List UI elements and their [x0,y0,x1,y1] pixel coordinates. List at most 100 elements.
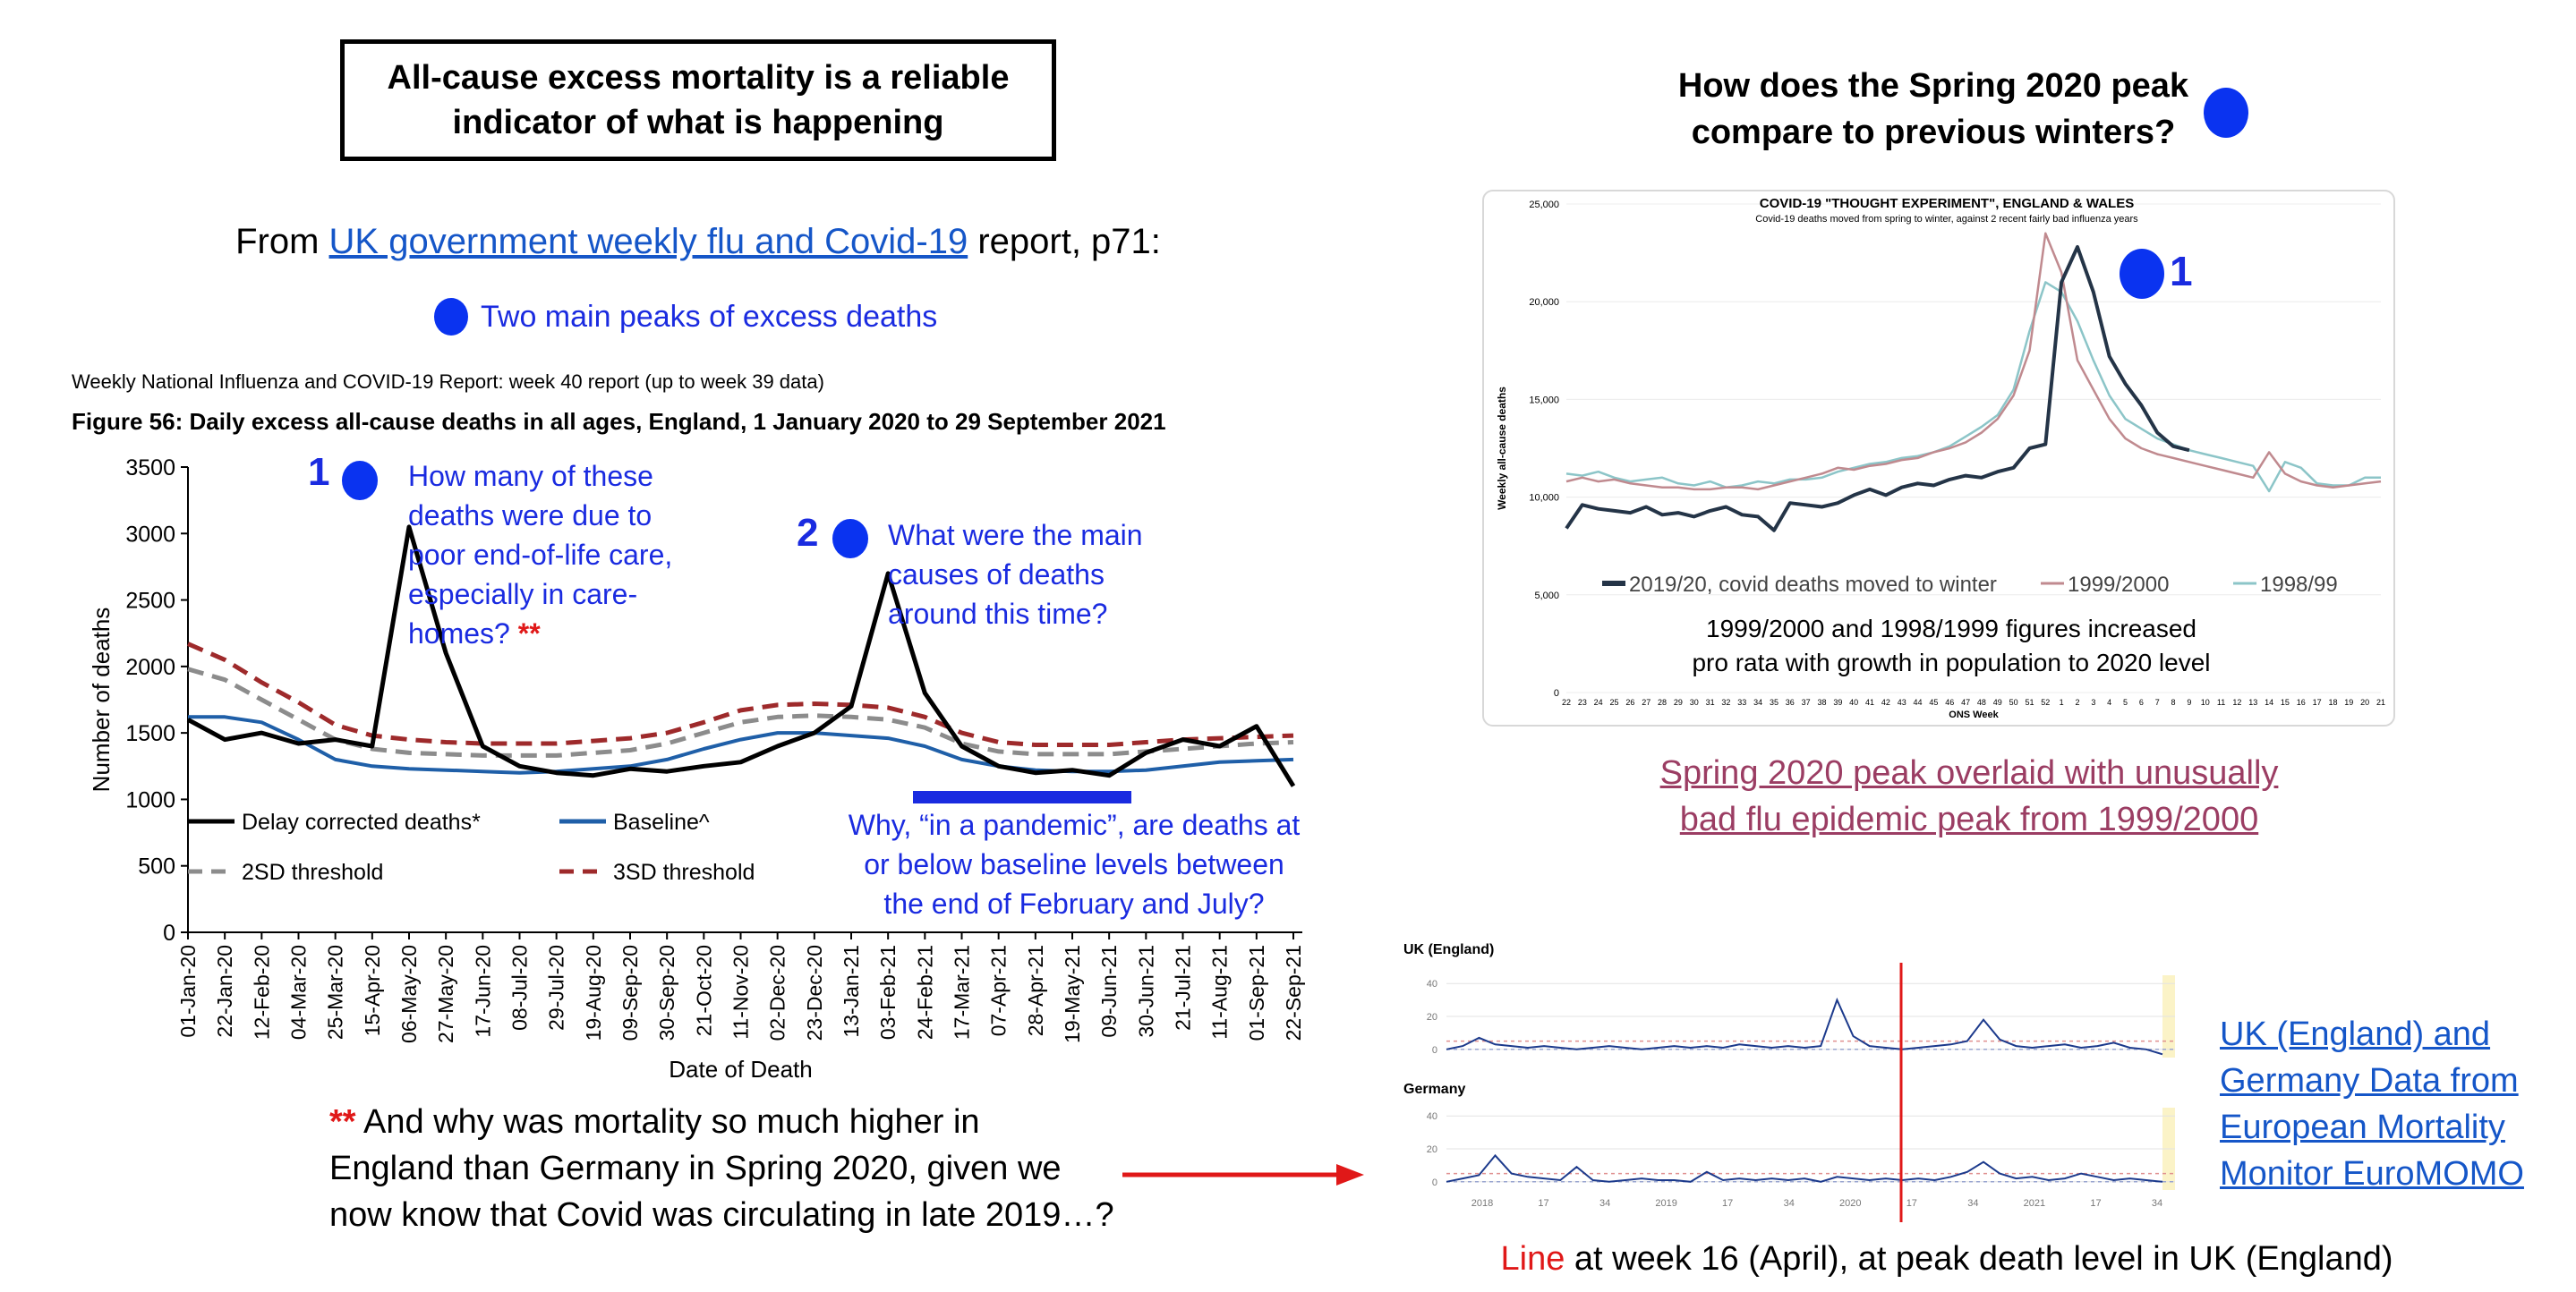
x-tick-label: 07-Apr-21 [987,945,1011,1036]
series-line-2 [187,667,1294,758]
annotation-2-line: causes of deaths [888,558,1105,591]
x-tick-label: 45 [1929,698,1938,707]
x-tick-label: 41 [1865,698,1874,707]
x-tick-label: 17 [2090,1198,2101,1209]
excess-deaths-chart: 0 500 1000 1500 2000 2500 3000 3500 01-Jan-20 22-… [88,455,1305,1083]
x-tick-label: 15 [2281,698,2290,707]
euromomo-link-line: Germany Data from [2220,1062,2519,1100]
x-tick-label: 09-Jun-21 [1097,945,1121,1038]
blue-dot-icon [342,461,378,500]
peaks-note: Two main peaks of excess deaths [434,298,937,336]
y-axis-label: Weekly all-cause deaths [1496,387,1508,510]
euromomo-link-line: European Mortality [2220,1109,2505,1146]
spring-caption-line: bad flu epidemic peak from 1999/2000 [1679,801,2259,838]
x-tick-label: 9 [2187,698,2191,707]
x-tick-label: 3 [2091,698,2095,707]
x-tick-label: 12 [2232,698,2241,707]
y-tick-label: 40 [1427,1111,1437,1122]
legend-label: Delay corrected deaths* [242,810,481,835]
euromomo-link[interactable]: UK (England) and Germany Data from Europ… [2220,1011,2560,1197]
x-tick-label: 11-Nov-20 [729,945,753,1040]
legend-label: 3SD threshold [613,860,755,885]
main-title-line2: indicator of what is happening [452,104,944,141]
x-tick-label: 24 [1594,698,1603,707]
blue-dot-icon [2120,249,2164,299]
x-axis-label: Date of Death [669,1056,812,1083]
below-baseline-bar [913,791,1131,803]
x-tick-label: 2021 [2024,1198,2045,1209]
y-tick-label: 500 [138,854,175,880]
y-tick-label: 1500 [125,721,175,746]
report-header: Weekly National Influenza and COVID-19 R… [72,370,824,393]
bottom-note-line: England than Germany in Spring 2020, giv… [329,1150,1062,1187]
y-tick-label: 5,000 [1534,591,1559,601]
x-tick-label: 39 [1833,698,1842,707]
source-report-link[interactable]: UK government weekly flu and Covid-19 [328,222,968,261]
y-tick-label: 0 [1432,1177,1437,1188]
x-tick-label: 27 [1642,698,1651,707]
annotation-2-number: 2 [797,511,819,555]
y-tick-label: 20,000 [1529,297,1559,308]
x-tick-label: 17-Jun-20 [471,945,494,1038]
x-tick-label: 24-Feb-21 [913,945,936,1040]
x-tick-label: 17 [1538,1198,1548,1209]
x-tick-label: 34 [1967,1198,1978,1209]
legend-label: 1998/99 [2260,573,2338,597]
source-line: From UK government weekly flu and Covid-… [0,222,1396,262]
annotation-3-line: or below baseline levels between [864,848,1284,880]
peaks-note-text: Two main peaks of excess deaths [481,299,938,334]
series-line-0 [186,524,1296,787]
x-tick-label: 2 [2075,698,2079,707]
x-tick-label: 34 [2152,1198,2162,1209]
x-tick-label: 40 [1849,698,1858,707]
legend-label: 1999/2000 [2068,573,2169,597]
x-tick-label: 19 [2344,698,2353,707]
x-tick-label: 50 [2009,698,2018,707]
x-tick-label: 30-Sep-20 [655,945,678,1041]
blue-dot-icon [2204,88,2248,138]
x-tick-label: 34 [1753,698,1762,707]
annotation-1-line: deaths were due to [408,499,653,531]
y-tick-label: 20 [1427,1144,1437,1155]
x-tick-label: 22-Sep-21 [1282,945,1305,1041]
x-tick-label: 43 [1898,698,1906,707]
spring-caption-line: Spring 2020 peak overlaid with unusually [1659,754,2279,792]
main-title-box: All-cause excess mortality is a reliable… [340,39,1056,161]
bottom-note-line: now know that Covid was circulating in l… [329,1196,1114,1234]
x-tick-label: 34 [1599,1198,1610,1209]
line-caption: Line at week 16 (April), at peak death l… [1432,1240,2461,1279]
spring-caption[interactable]: Spring 2020 peak overlaid with unusually… [1540,750,2399,843]
x-tick-label: 1 [2060,698,2064,707]
x-tick-label: 34 [1784,1198,1795,1209]
line-caption-red: Line [1500,1240,1565,1278]
x-tick-label: 8 [2171,698,2176,707]
x-tick-label: 29-Jul-20 [545,945,568,1031]
annotation-2: What were the main causes of deaths arou… [888,515,1143,633]
y-tick-label: 3500 [125,455,175,480]
annotation-1-stars: ** [517,617,541,650]
x-tick-label: 33 [1737,698,1746,707]
source-suffix: report, p71: [968,222,1161,261]
chart-subtitle: Covid-19 deaths moved from spring to win… [1755,214,2138,225]
x-tick-label: 18 [2328,698,2337,707]
euromomo-charts: UK (England) 0 20 40 Germany 0 20 40 2018 17 34 201… [1403,942,2175,1222]
legend-label: Baseline^ [613,810,710,835]
annotation-1-line: How many of these [408,460,653,492]
comparison-question: How does the Spring 2020 peak compare to… [1611,63,2256,156]
x-tick-label: 30 [1690,698,1699,707]
question-line: How does the Spring 2020 peak [1677,67,2189,105]
annotation-2-line: What were the main [888,519,1143,551]
source-prefix: From [235,222,329,261]
y-tick-label: 0 [1554,688,1559,699]
x-tick-label: 19-May-21 [1061,945,1084,1043]
x-tick-label: 21 [2376,698,2385,707]
note-line: 1999/2000 and 1998/1999 figures increase… [1706,615,2196,642]
bottom-note-stars: ** [329,1103,356,1141]
series-line-2 [1565,281,2381,493]
thought-experiment-note: 1999/2000 and 1998/1999 figures increase… [1593,612,2309,680]
x-tick-label: 06-May-20 [397,945,421,1043]
blue-dot-icon [434,298,468,336]
x-tick-label: 08-Jul-20 [508,945,532,1031]
figure-title: Figure 56: Daily excess all-cause deaths… [72,408,1166,435]
y-tick-label: 40 [1427,979,1437,990]
